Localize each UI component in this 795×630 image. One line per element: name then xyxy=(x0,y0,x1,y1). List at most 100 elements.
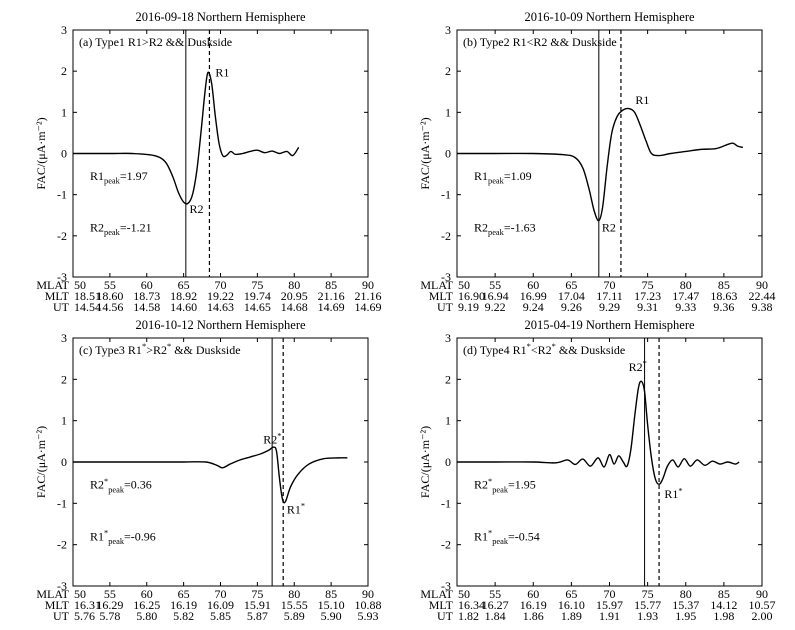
x-tick-label-ut: 2.00 xyxy=(752,609,773,623)
x-tick-label-mlt: 16.19 xyxy=(170,598,197,612)
x-tick-label-mlt: 21.16 xyxy=(318,289,345,303)
x-tick-label-mlt: 17.11 xyxy=(596,289,623,303)
x-tick-label-mlat: 50 xyxy=(74,278,86,292)
x-tick-label-ut: 9.26 xyxy=(561,300,582,314)
x-tick-label-mlat: 80 xyxy=(680,587,692,601)
x-tick-label-mlat: 70 xyxy=(604,278,616,292)
x-tick-label-mlat: 85 xyxy=(718,587,730,601)
peak-value-1: R2*peak=1.95 xyxy=(474,477,536,494)
y-tick-label: -2 xyxy=(57,229,67,243)
y-tick-label: 2 xyxy=(445,64,451,78)
y-tick-label: 1 xyxy=(61,414,67,428)
x-tick-label-mlt: 15.10 xyxy=(318,598,345,612)
peak-value-2: R1*peak=-0.54 xyxy=(474,529,540,546)
chart-title: 2016-10-12 Northern Hemisphere xyxy=(135,318,306,332)
x-tick-label-mlt: 16.29 xyxy=(96,598,123,612)
y-tick-label: -3 xyxy=(57,270,67,284)
x-tick-label-mlat: 50 xyxy=(458,278,470,292)
y-tick-label: 0 xyxy=(61,147,67,161)
chart-title: 2016-09-18 Northern Hemisphere xyxy=(135,10,306,24)
x-row-label-mlt: MLT xyxy=(429,598,454,612)
x-tick-label-mlat: 50 xyxy=(74,587,86,601)
x-tick-label-mlat: 55 xyxy=(489,278,501,292)
peak-value-2: R2peak=-1.63 xyxy=(474,221,536,238)
y-tick-label: -3 xyxy=(441,270,451,284)
panel-label: (a) Type1 R1>R2 && Duskside xyxy=(79,35,232,49)
x-tick-label-ut: 1.84 xyxy=(485,609,506,623)
x-tick-label-ut: 14.54 xyxy=(74,300,101,314)
x-tick-label-ut: 5.93 xyxy=(358,609,379,623)
x-tick-label-ut: 9.29 xyxy=(599,300,620,314)
panel-label: (c) Type3 R1*>R2* && Duskside xyxy=(79,341,241,357)
peak-annotation: R1 xyxy=(635,93,649,107)
y-tick-label: 2 xyxy=(61,372,67,386)
y-tick-label: -2 xyxy=(57,538,67,552)
peak-annotation: R1* xyxy=(664,486,682,501)
x-tick-label-mlt: 19.74 xyxy=(244,289,271,303)
peak-annotation: R2* xyxy=(629,359,647,374)
x-tick-label-ut: 9.22 xyxy=(485,300,506,314)
x-tick-label-mlat: 55 xyxy=(489,587,501,601)
x-tick-label-mlat: 60 xyxy=(141,278,153,292)
x-tick-label-mlt: 14.12 xyxy=(710,598,737,612)
x-tick-label-mlt: 15.77 xyxy=(634,598,661,612)
x-tick-label-mlt: 18.73 xyxy=(133,289,160,303)
x-tick-label-mlt: 17.04 xyxy=(558,289,585,303)
x-tick-label-ut: 5.78 xyxy=(99,609,120,623)
y-tick-label: 3 xyxy=(61,23,67,37)
x-tick-label-mlat: 60 xyxy=(527,278,539,292)
x-tick-label-ut: 5.82 xyxy=(173,609,194,623)
x-tick-label-mlat: 50 xyxy=(458,587,470,601)
y-axis-label: FAC/(μA·m⁻²) xyxy=(34,426,48,498)
x-tick-label-mlat: 65 xyxy=(178,278,190,292)
y-tick-label: -1 xyxy=(57,188,67,202)
peak-value-1: R2*peak=0.36 xyxy=(90,477,152,494)
chart-panel-b: 2016-10-09 Northern Hemisphere -3 -2 -1 0 1 2 3… xyxy=(418,10,776,314)
y-tick-label: 1 xyxy=(445,414,451,428)
x-tick-label-ut: 1.93 xyxy=(637,609,658,623)
y-tick-label: 0 xyxy=(445,147,451,161)
y-tick-label: 1 xyxy=(445,105,451,119)
fac-series-line xyxy=(72,71,300,205)
x-tick-label-mlt: 15.91 xyxy=(244,598,271,612)
x-tick-label-ut: 14.65 xyxy=(244,300,271,314)
x-tick-label-mlt: 16.99 xyxy=(520,289,547,303)
x-row-label-mlat: MLAT xyxy=(36,587,69,601)
x-row-label-mlat: MLAT xyxy=(420,587,453,601)
x-tick-label-ut: 14.69 xyxy=(355,300,382,314)
x-row-label-ut: UT xyxy=(437,609,454,623)
x-tick-label-mlat: 75 xyxy=(642,278,654,292)
x-tick-label-mlt: 16.25 xyxy=(133,598,160,612)
x-tick-label-ut: 5.80 xyxy=(136,609,157,623)
y-tick-label: 3 xyxy=(445,23,451,37)
x-tick-label-mlt: 18.51 xyxy=(74,289,101,303)
peak-annotation: R1 xyxy=(215,65,229,79)
x-tick-label-mlat: 75 xyxy=(251,278,263,292)
fac-series-line xyxy=(456,107,744,222)
x-tick-label-ut: 14.69 xyxy=(318,300,345,314)
x-tick-label-mlat: 70 xyxy=(215,278,227,292)
peak-value-2: R1*peak=-0.96 xyxy=(90,529,156,546)
x-tick-label-ut: 5.89 xyxy=(284,609,305,623)
peak-value-1: R1peak=1.97 xyxy=(90,169,148,186)
x-tick-label-mlat: 60 xyxy=(527,587,539,601)
x-tick-label-mlat: 65 xyxy=(565,278,577,292)
x-tick-label-mlt: 10.57 xyxy=(749,598,776,612)
y-tick-label: -2 xyxy=(441,229,451,243)
x-tick-label-mlt: 16.90 xyxy=(458,289,485,303)
x-tick-label-mlat: 85 xyxy=(718,278,730,292)
y-tick-label: 3 xyxy=(61,331,67,345)
x-tick-label-mlt: 15.37 xyxy=(672,598,699,612)
x-tick-label-mlt: 22.44 xyxy=(749,289,776,303)
x-tick-label-mlat: 90 xyxy=(362,587,374,601)
x-tick-label-mlt: 17.23 xyxy=(634,289,661,303)
y-tick-label: -1 xyxy=(57,496,67,510)
x-tick-label-mlt: 15.55 xyxy=(281,598,308,612)
x-tick-label-mlat: 90 xyxy=(362,278,374,292)
x-tick-label-mlat: 55 xyxy=(104,587,116,601)
chart-panel-d: 2015-04-19 Northern Hemisphere -3 -2 -1 0 1 2 3… xyxy=(418,318,776,623)
y-tick-label: 2 xyxy=(61,64,67,78)
x-tick-label-mlt: 10.88 xyxy=(355,598,382,612)
x-tick-label-ut: 1.86 xyxy=(523,609,544,623)
x-tick-label-ut: 1.82 xyxy=(458,609,479,623)
